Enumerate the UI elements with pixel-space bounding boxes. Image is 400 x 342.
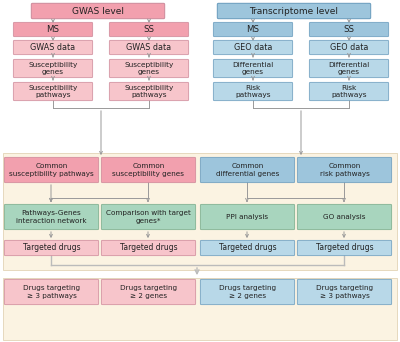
Text: Differential
genes: Differential genes [232, 62, 274, 75]
Text: PPI analysis: PPI analysis [226, 214, 268, 220]
FancyBboxPatch shape [101, 240, 196, 256]
FancyBboxPatch shape [101, 279, 196, 305]
FancyBboxPatch shape [200, 157, 295, 183]
Text: Targeted drugs: Targeted drugs [120, 244, 177, 252]
Text: Susceptibility
pathways: Susceptibility pathways [28, 85, 78, 98]
Text: Drugs targeting
≥ 2 genes: Drugs targeting ≥ 2 genes [219, 285, 276, 299]
FancyBboxPatch shape [4, 279, 99, 305]
Text: Risk
pathways: Risk pathways [235, 85, 271, 98]
FancyBboxPatch shape [297, 204, 392, 230]
FancyBboxPatch shape [13, 40, 93, 55]
FancyBboxPatch shape [309, 59, 389, 78]
FancyBboxPatch shape [13, 22, 93, 37]
FancyBboxPatch shape [213, 22, 293, 37]
FancyBboxPatch shape [101, 204, 196, 230]
FancyBboxPatch shape [297, 279, 392, 305]
FancyBboxPatch shape [109, 82, 189, 101]
Text: Pathways-Genes
interaction network: Pathways-Genes interaction network [16, 210, 87, 224]
Text: GWAS data: GWAS data [30, 43, 76, 52]
Text: GEO data: GEO data [330, 43, 368, 52]
FancyBboxPatch shape [4, 157, 99, 183]
Text: Drugs targeting
≥ 3 pathways: Drugs targeting ≥ 3 pathways [23, 285, 80, 299]
Text: MS: MS [246, 25, 260, 34]
FancyBboxPatch shape [200, 240, 295, 256]
FancyBboxPatch shape [13, 59, 93, 78]
FancyBboxPatch shape [297, 157, 392, 183]
Text: Targeted drugs: Targeted drugs [23, 244, 80, 252]
FancyBboxPatch shape [217, 3, 371, 19]
FancyBboxPatch shape [213, 59, 293, 78]
Text: GEO data: GEO data [234, 43, 272, 52]
FancyBboxPatch shape [109, 40, 189, 55]
Text: Common
susceptibility pathways: Common susceptibility pathways [9, 163, 94, 177]
Text: Targeted drugs: Targeted drugs [219, 244, 276, 252]
FancyBboxPatch shape [297, 240, 392, 256]
Bar [3, 278, 397, 340]
Text: Drugs targeting
≥ 2 genes: Drugs targeting ≥ 2 genes [120, 285, 177, 299]
FancyBboxPatch shape [200, 204, 295, 230]
Text: SS: SS [344, 25, 354, 34]
Text: Susceptibility
genes: Susceptibility genes [28, 62, 78, 75]
Text: Comparison with target
genes*: Comparison with target genes* [106, 210, 191, 224]
Text: GWAS data: GWAS data [126, 43, 172, 52]
FancyBboxPatch shape [309, 40, 389, 55]
FancyBboxPatch shape [4, 240, 99, 256]
FancyBboxPatch shape [109, 59, 189, 78]
Bar [3, 153, 397, 270]
FancyBboxPatch shape [101, 157, 196, 183]
Text: Risk
pathways: Risk pathways [331, 85, 367, 98]
FancyBboxPatch shape [13, 82, 93, 101]
Text: Common
risk pathways: Common risk pathways [320, 163, 370, 177]
Text: Susceptibility
pathways: Susceptibility pathways [124, 85, 174, 98]
FancyBboxPatch shape [213, 82, 293, 101]
Text: Susceptibility
genes: Susceptibility genes [124, 62, 174, 75]
FancyBboxPatch shape [31, 3, 165, 19]
FancyBboxPatch shape [200, 279, 295, 305]
FancyBboxPatch shape [309, 82, 389, 101]
Text: Drugs targeting
≥ 3 pathways: Drugs targeting ≥ 3 pathways [316, 285, 373, 299]
Text: SS: SS [144, 25, 154, 34]
Text: Differential
genes: Differential genes [328, 62, 370, 75]
Text: GWAS level: GWAS level [72, 6, 124, 15]
FancyBboxPatch shape [4, 204, 99, 230]
FancyBboxPatch shape [309, 22, 389, 37]
Text: Transcriptome level: Transcriptome level [250, 6, 338, 15]
Text: MS: MS [46, 25, 60, 34]
FancyBboxPatch shape [109, 22, 189, 37]
Text: Targeted drugs: Targeted drugs [316, 244, 373, 252]
Text: Common
differential genes: Common differential genes [216, 163, 279, 177]
Text: GO analysis: GO analysis [323, 214, 366, 220]
Text: Common
susceptibility genes: Common susceptibility genes [112, 163, 184, 177]
FancyBboxPatch shape [213, 40, 293, 55]
